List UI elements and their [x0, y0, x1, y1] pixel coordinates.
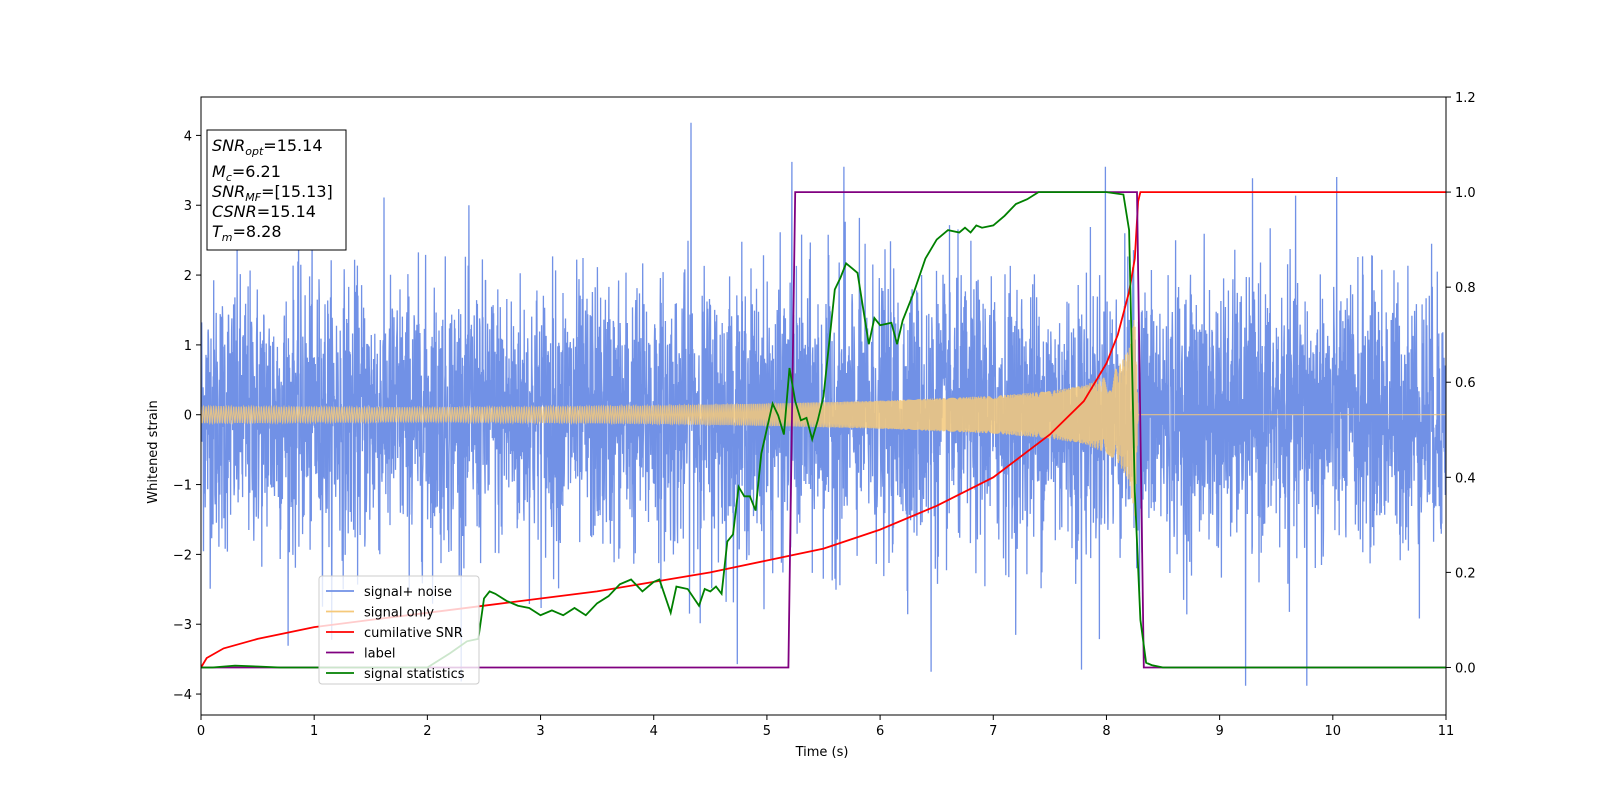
- y-right-tick-label: 1.2: [1455, 91, 1476, 106]
- y-left-tick-label: 1: [184, 339, 192, 354]
- axes: 0 1 2 3 4 5 6 7 8 9 10 1143210−1−2−3−41.21.00.80.60…: [173, 91, 1476, 739]
- y-right-tick-label: 0.8: [1455, 281, 1476, 296]
- x-tick-label: 10: [1325, 724, 1342, 739]
- info-box-line: CSNR=15.14: [212, 202, 316, 221]
- y-right-tick-label: 0.0: [1455, 661, 1476, 676]
- info-box-line: Mc=6.21: [212, 162, 281, 184]
- legend-label: cumilative SNR: [364, 626, 463, 641]
- y-left-tick-label: −2: [173, 548, 192, 563]
- y-left-tick-label: 2: [184, 269, 192, 284]
- y-axis-label-left: Whitened strain: [146, 400, 161, 503]
- x-axis-label: Time (s): [795, 745, 849, 760]
- legend-label: signal statistics: [364, 667, 465, 682]
- info-box: SNRopt=15.14 Mc=6.21SNRMF=[15.13]CSNR=15.…: [206, 129, 347, 251]
- x-tick-label: 2: [423, 724, 431, 739]
- legend: signal+ noise signal only cumilative SNR la…: [318, 575, 480, 685]
- axes-frame: [200, 96, 1447, 716]
- legend-box: [318, 575, 480, 685]
- legend-label: signal only: [364, 606, 434, 621]
- x-tick-label: 0: [197, 724, 205, 739]
- y-left-tick-label: −1: [173, 479, 192, 494]
- info-box-line: Tm=8.28: [212, 222, 282, 244]
- y-left-tick-label: −3: [173, 618, 192, 633]
- x-tick-label: 6: [876, 724, 884, 739]
- legend-label: label: [364, 647, 395, 662]
- series-line-signal-only: [201, 319, 1446, 516]
- y-right-tick-label: 0.2: [1455, 566, 1476, 581]
- y-left-tick-label: 4: [184, 129, 192, 144]
- x-tick-label: 5: [763, 724, 771, 739]
- series-line-signal-statistics: [201, 191, 1446, 669]
- y-left-tick-label: 0: [184, 409, 192, 424]
- x-tick-label: 9: [1215, 724, 1223, 739]
- y-right-tick-label: 0.4: [1455, 471, 1476, 486]
- y-right-tick-label: 1.0: [1455, 186, 1476, 201]
- x-tick-label: 11: [1438, 724, 1455, 739]
- x-tick-label: 4: [650, 724, 658, 739]
- info-box-line: SNRMF=[15.13]: [212, 182, 333, 204]
- x-tick-label: 3: [536, 724, 544, 739]
- x-tick-label: 7: [989, 724, 997, 739]
- x-tick-label: 1: [310, 724, 318, 739]
- legend-label: signal+ noise: [364, 585, 452, 600]
- info-box-frame: [206, 129, 347, 251]
- info-box-line: SNRopt=15.14: [212, 136, 323, 158]
- x-tick-label: 8: [1102, 724, 1110, 739]
- y-right-tick-label: 0.6: [1455, 376, 1476, 391]
- y-left-tick-label: 3: [184, 199, 192, 214]
- y-left-tick-label: −4: [173, 688, 192, 703]
